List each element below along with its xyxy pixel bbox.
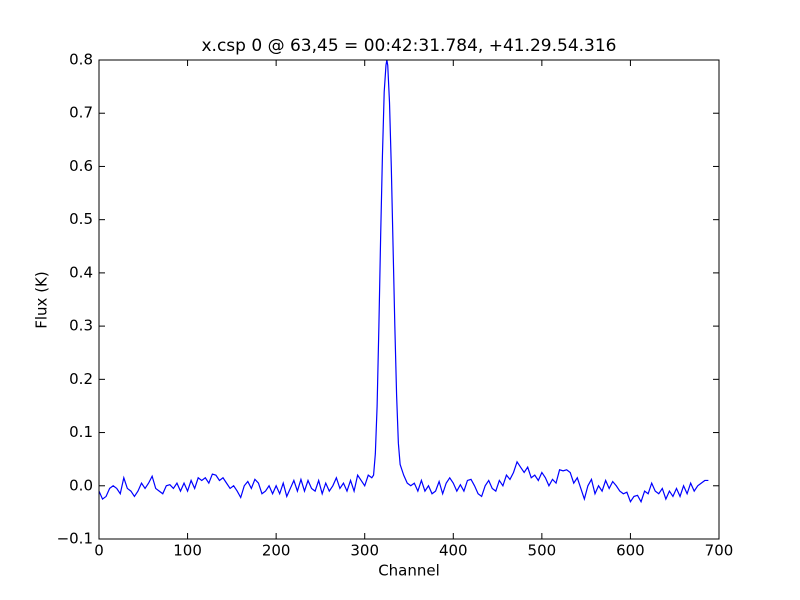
y-tick-label: 0.3 xyxy=(69,317,93,335)
x-tick-label: 300 xyxy=(350,542,379,560)
y-tick-label: 0.4 xyxy=(69,263,93,281)
y-tick-label: 0.2 xyxy=(69,370,93,388)
x-tick-label: 0 xyxy=(94,542,104,560)
y-tick-label: 0.5 xyxy=(69,210,93,228)
y-tick-label: −0.1 xyxy=(57,530,93,548)
x-tick-label: 600 xyxy=(616,542,645,560)
x-tick-label: 700 xyxy=(705,542,734,560)
y-tick-label: 0.1 xyxy=(69,423,93,441)
y-tick-label: 0.8 xyxy=(69,51,93,69)
y-tick-label: 0.6 xyxy=(69,157,93,175)
x-tick-label: 400 xyxy=(439,542,468,560)
x-tick-label: 100 xyxy=(173,542,202,560)
x-tick-label: 200 xyxy=(262,542,291,560)
chart-title: x.csp 0 @ 63,45 = 00:42:31.784, +41.29.5… xyxy=(201,36,616,56)
x-tick-label: 500 xyxy=(528,542,557,560)
data-line xyxy=(98,59,709,504)
x-axis-label: Channel xyxy=(378,562,440,580)
plot-frame xyxy=(98,59,720,540)
y-axis-label: Flux (K) xyxy=(33,271,51,329)
y-tick-label: 0.7 xyxy=(69,104,93,122)
y-tick-label: 0.0 xyxy=(69,476,93,494)
